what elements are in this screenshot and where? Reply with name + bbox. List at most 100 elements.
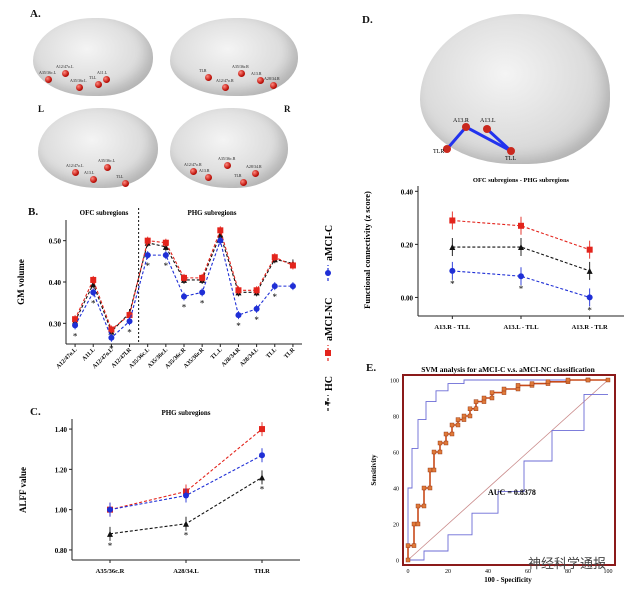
roi-label: A12/47o.L: [66, 163, 84, 168]
x-tick-label: TLL: [265, 347, 278, 360]
series-amci-c: [449, 261, 593, 307]
brain-left-lateral: [33, 18, 153, 96]
hc-point: [518, 244, 524, 251]
x-tick-label: A28/34.L: [173, 568, 199, 575]
roc-point: [421, 503, 427, 509]
roi-label: TLR: [199, 68, 207, 73]
roi-dot: [122, 180, 129, 187]
roc-point: [489, 390, 495, 395]
c-point: [162, 252, 169, 259]
series-line: [452, 246, 590, 272]
roc-point: [449, 431, 455, 437]
nc-point: [144, 237, 151, 244]
roi-label: A35/36r.L: [70, 78, 87, 83]
roi-label: TLL: [89, 75, 97, 80]
roc-point: [515, 383, 521, 388]
roi-dot: [103, 76, 110, 83]
roi-label: A28/34.R: [264, 76, 280, 81]
label-tlr: TLR: [433, 149, 444, 155]
roi-label: A11.L: [97, 70, 108, 75]
roi-dot: [95, 81, 102, 88]
label-a13l: A13.L: [480, 118, 496, 124]
legend-nc-label: aMCI-NC: [324, 298, 335, 341]
significance-star: *: [184, 531, 189, 541]
roc-point: [405, 543, 411, 548]
c-point: [181, 293, 187, 300]
series-amci-c: [72, 236, 296, 342]
roc-point: [481, 395, 487, 401]
alff-chart: 0.80 1.00 1.20 1.40 A35/36c.R A28/34.L TH.R PHG…: [18, 409, 300, 575]
x-tick-label: 100: [604, 569, 613, 575]
significance-star: *: [164, 261, 169, 271]
label-tll: TLL: [505, 156, 516, 162]
hc-point: [586, 267, 593, 274]
significance-star: *: [200, 298, 205, 308]
roc-point: [427, 467, 433, 473]
roc-point: [515, 386, 521, 392]
significance-star: *: [127, 327, 132, 337]
roc-point: [473, 406, 479, 411]
node-a13l: [483, 125, 491, 133]
roi-label: A13.R: [199, 168, 210, 173]
section-ofc-label: OFC subregions: [80, 209, 129, 217]
roc-point: [415, 521, 421, 527]
x-tick-label: TLR: [283, 347, 296, 360]
roi-dot: [270, 82, 277, 89]
x-tick-label: A13.R - TLR: [572, 324, 608, 331]
c-point: [271, 283, 278, 290]
roc-point: [437, 449, 443, 455]
c-point: [144, 252, 151, 259]
hc-point: [183, 520, 189, 527]
series-line: [109, 428, 263, 511]
panel-d-letter: D.: [362, 14, 373, 26]
edge-a13r-tll: [465, 125, 512, 153]
node-a13r: [462, 123, 470, 131]
nc-point: [235, 287, 242, 294]
c-point: [586, 294, 593, 301]
c-point: [72, 322, 79, 329]
significance-star: *: [587, 305, 592, 315]
roc-point: [449, 422, 455, 428]
y-tick-label: 0: [396, 559, 399, 565]
x-tick-label: 20: [445, 569, 451, 575]
roi-label: A13.L: [84, 170, 95, 175]
roi-label: A12/47o.R: [216, 78, 234, 83]
roi-label: A12/47o.R: [184, 162, 202, 167]
roc-point: [443, 431, 449, 437]
roc-point: [431, 467, 437, 473]
significance-star: *: [109, 344, 114, 354]
roc-point: [421, 485, 427, 491]
c-point: [449, 267, 456, 274]
c-point: [259, 452, 265, 459]
x-tick-label: A13.R - TLL: [434, 324, 470, 331]
roc-point: [545, 379, 551, 384]
y-tick-label: 80: [393, 415, 399, 421]
roc-point: [481, 399, 487, 404]
y-axis-label: GM volume: [16, 259, 26, 305]
nc-point: [518, 222, 524, 229]
roi-dot: [72, 169, 79, 176]
nc-point: [181, 274, 187, 281]
roc-chart: SVM analysis for aMCI-C v.s. aMCI-NC cla…: [370, 365, 616, 584]
group-legend: HC aMCI-NC aMCI-C: [324, 225, 335, 411]
roc-point: [461, 413, 467, 419]
roc-point: [437, 440, 443, 446]
hc-point: [90, 281, 97, 288]
x-tick-label: A13.L - TLL: [503, 324, 539, 331]
roi-dot: [252, 170, 259, 177]
roi-label: A35/36r.R: [232, 64, 249, 69]
y-tick-label: 100: [390, 379, 399, 385]
node-tll: [507, 147, 515, 155]
significance-star: *: [108, 541, 113, 551]
brain-3d-connectivity: [420, 14, 610, 164]
roi-dot: [222, 84, 229, 91]
significance-star: *: [236, 321, 241, 331]
panel-c-letter: C.: [30, 406, 41, 418]
roi-dot: [104, 164, 111, 171]
legend-hc-label: HC: [324, 376, 335, 391]
c-point: [217, 237, 224, 244]
significance-star: *: [450, 279, 455, 289]
roc-point: [411, 543, 417, 548]
